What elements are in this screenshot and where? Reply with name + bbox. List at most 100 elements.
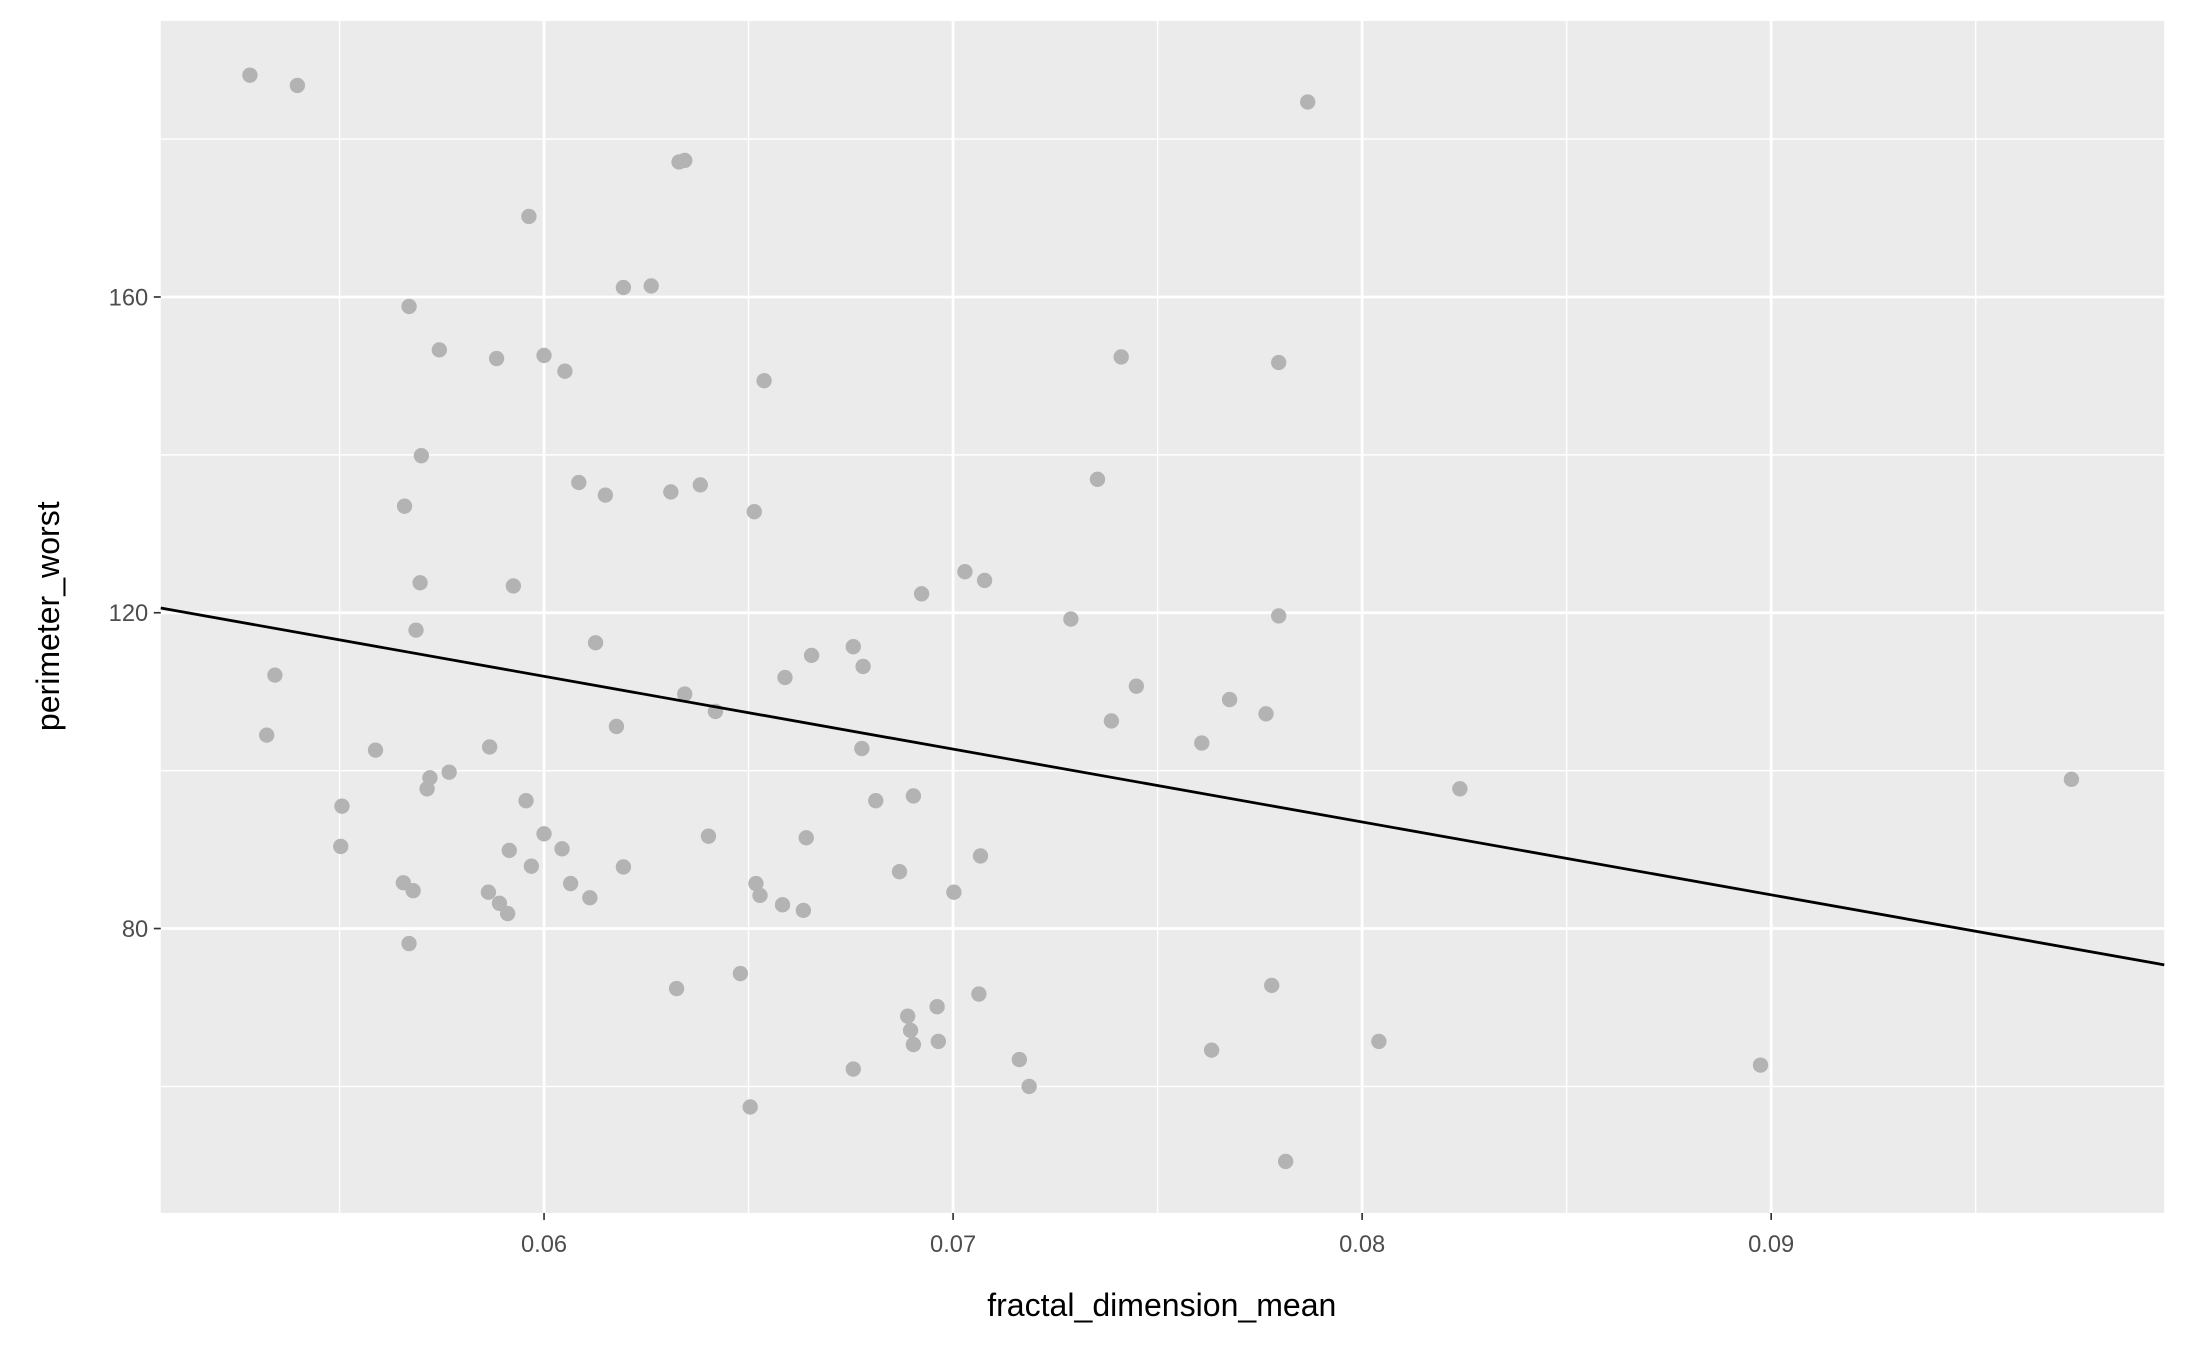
point [501,842,517,859]
point [521,208,537,225]
point [1752,1057,1769,1073]
point [1452,781,1468,797]
point [481,739,498,755]
point [505,578,522,594]
x-tick-label: 0.07 [930,1232,976,1258]
point [571,474,587,491]
point [663,484,679,500]
point [677,686,693,702]
point [367,742,384,758]
point [1021,1078,1037,1095]
point [1371,1033,1387,1050]
point [742,1099,758,1115]
point [1203,1042,1220,1058]
x-tick-label: 0.06 [521,1232,567,1258]
point [748,875,764,892]
point [971,986,987,1002]
point [774,897,791,913]
y-tick-label: 80 [122,917,148,943]
point [491,895,508,911]
point [732,965,749,982]
point [752,887,768,904]
point [957,564,973,580]
point [554,841,570,857]
point [1128,678,1145,694]
point [557,363,573,379]
point [608,718,625,735]
point [431,342,447,358]
labels: 0.06 0.07 0.08 0.09 80 120 160 [109,285,1795,1258]
point [891,864,908,880]
grid [160,20,2165,1213]
point [677,152,693,169]
point [668,980,685,997]
point [582,890,598,906]
point [777,669,793,686]
point [855,658,871,675]
point [1103,713,1120,729]
point [1271,354,1287,371]
point [562,875,579,892]
y-axis-title: perimeter_worst [30,501,66,731]
point [1277,1153,1294,1170]
point [798,830,814,846]
point [756,372,772,389]
x-axis-title: fractal_dimension_mean [987,1287,1336,1323]
point [518,792,534,809]
point [2063,771,2080,787]
point [405,882,421,899]
x-tick-label: 0.09 [1748,1232,1794,1258]
point [913,586,930,602]
point [413,447,429,464]
point [929,999,945,1015]
y-tick-label: 120 [109,601,149,627]
point [536,826,552,842]
point [419,781,435,797]
point [1221,691,1238,708]
point [523,858,540,874]
point [803,647,820,664]
point [1271,608,1287,624]
point [700,828,717,844]
point [946,884,962,900]
point [408,622,424,638]
point [902,1022,919,1039]
point [854,740,870,757]
point [845,1061,861,1077]
marks [160,67,2165,1170]
point [692,477,708,493]
point [930,1033,947,1050]
point [643,278,659,294]
panel [160,20,2165,1213]
point [905,1036,922,1053]
point [615,859,632,875]
point [976,572,993,589]
y-tick-label: 160 [109,285,149,311]
point [746,504,762,520]
trend-line [160,606,2165,967]
point [1300,94,1316,110]
point [1011,1051,1028,1068]
point [334,798,350,814]
point [1264,977,1280,994]
point [615,279,632,296]
point [1113,349,1129,365]
point [480,884,497,900]
point [401,935,417,952]
point [242,67,258,83]
point [1258,706,1274,722]
point [597,487,614,503]
point [868,792,884,809]
point [401,298,417,315]
point [441,764,457,780]
point [267,667,283,683]
point [900,1008,916,1024]
point [412,575,428,591]
point [536,347,552,364]
x-tick-label: 0.08 [1339,1232,1385,1258]
point [396,498,413,514]
point [1063,611,1079,627]
point [845,639,861,655]
